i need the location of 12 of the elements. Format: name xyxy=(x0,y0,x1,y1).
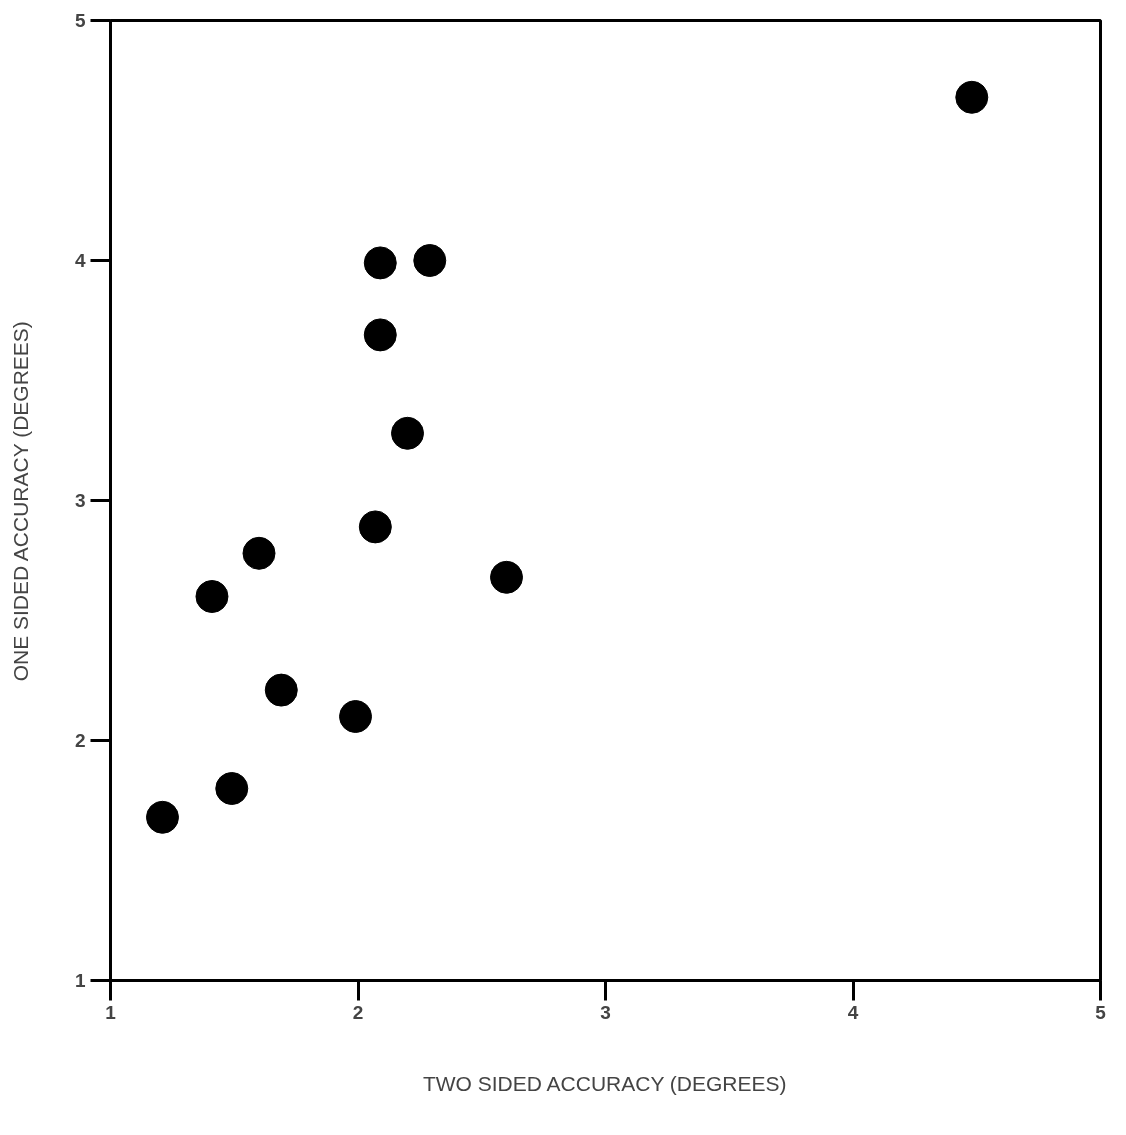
y-tick-label: 5 xyxy=(74,10,86,31)
x-tick-label: 1 xyxy=(105,1001,117,1023)
y-tick-label: 2 xyxy=(74,730,86,751)
x-tick-label: 3 xyxy=(600,1001,611,1023)
x-tick-label: 2 xyxy=(352,1001,364,1023)
x-tick-label: 5 xyxy=(1095,1001,1107,1023)
y-tick-label: 3 xyxy=(74,490,86,511)
x-tick-label: 4 xyxy=(847,1001,859,1023)
x-axis-title: TWO SIDED ACCURACY (DEGREES) xyxy=(422,1071,787,1095)
y-tick-label: 1 xyxy=(74,970,86,991)
y-axis-title: ONE SIDED ACCURACY (DEGREES) xyxy=(8,321,32,682)
y-tick-label: 4 xyxy=(74,250,86,271)
